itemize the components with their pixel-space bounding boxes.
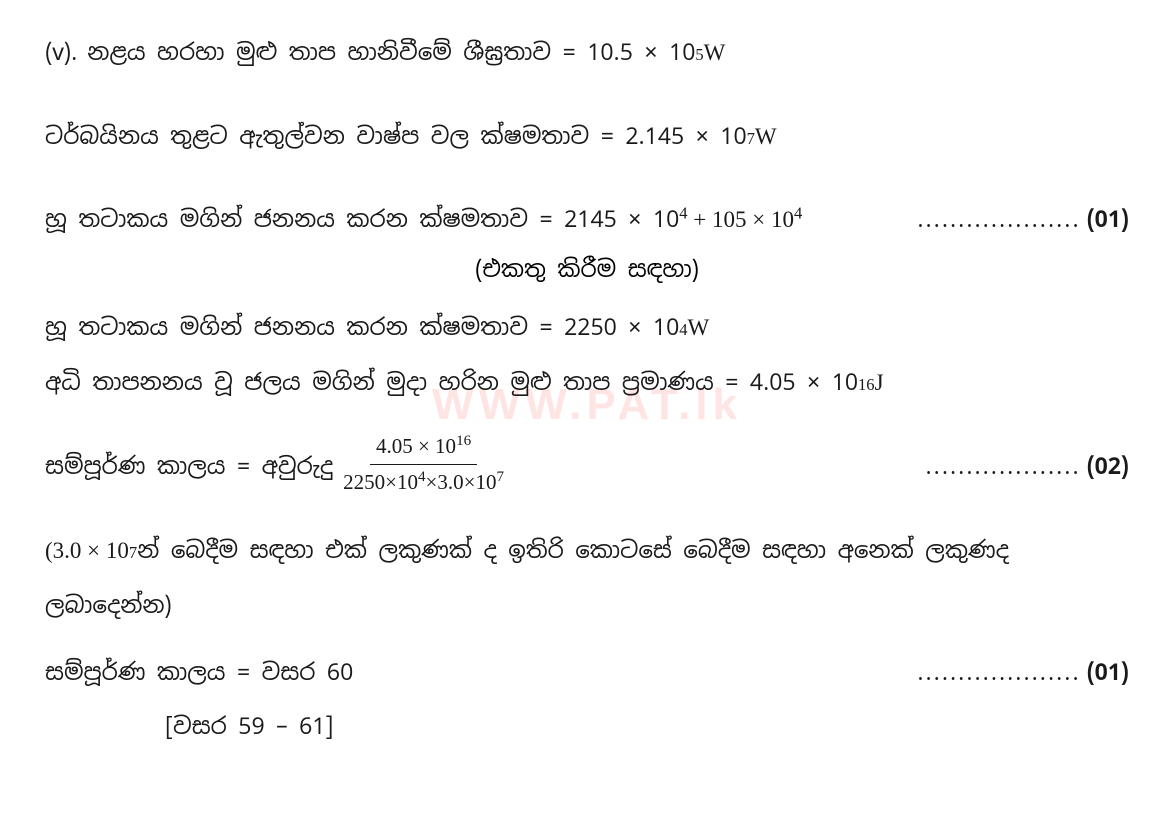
unit: W bbox=[704, 36, 726, 71]
dots-leader: ................... bbox=[514, 449, 1087, 484]
superscript: 4 bbox=[794, 203, 802, 222]
text-segment: න් බෙදීම සඳහා එක් ලකුණක් ද ඉතිරි කොටසේ බ… bbox=[137, 533, 1009, 568]
line-turbine-steam-power: ටර්බයිනය තුළට ඇතුල්වන වාෂ්ප වල ක්ෂමතාව =… bbox=[45, 119, 1129, 155]
superscript: 4 bbox=[679, 203, 687, 222]
line-total-time-result: සම්පූර්ණ කාලය = වසර 60 .................… bbox=[45, 655, 1129, 690]
text-segment: නළය හරහා මුළු තාප හානිවීමේ ශීඝ්‍රතාව = 1… bbox=[87, 35, 695, 70]
mark-value: (01) bbox=[1087, 655, 1129, 690]
dots-leader: .................... bbox=[802, 202, 1086, 237]
text-segment: ටර්බයිනය තුළට ඇතුල්වන වාෂ්ප වල ක්ෂමතාව =… bbox=[45, 119, 747, 154]
line-generated-power-result: හූ තටාකය මගින් ජනනය කරන ක්ෂමතාව = 2250 ×… bbox=[45, 310, 1129, 346]
unit: W bbox=[755, 120, 777, 155]
line-total-time-fraction: සම්පූර්ණ කාලය = අවුරුදු 4.05 × 1016 2250… bbox=[45, 433, 1129, 501]
line-marking-note-2: ලබාදෙන්න) bbox=[45, 588, 1129, 623]
text-segment: හූ තටාකය මගින් ජනනය කරන ක්ෂමතාව = 2145 ×… bbox=[45, 204, 679, 234]
note-addition: (එකතු කිරීම සඳහා) bbox=[45, 254, 1129, 284]
line-range: [වසර 59 – 61] bbox=[165, 709, 1129, 744]
line-marking-note-1: (3.0 × 107 න් බෙදීම සඳහා එක් ලකුණක් ද ඉත… bbox=[45, 533, 1129, 569]
text-segment: හූ තටාකය මගින් ජනනය කරන ක්ෂමතාව = 2250 ×… bbox=[45, 310, 679, 345]
text-segment: [වසර 59 – 61] bbox=[165, 709, 333, 744]
text-segment: සම්පූර්ණ කාලය = වසර 60 bbox=[45, 655, 353, 690]
text-segment: ලබාදෙන්න) bbox=[45, 588, 172, 623]
mark-value: (01) bbox=[1087, 202, 1129, 237]
line-v-heat-loss-rate: (v). නළය හරහා මුළු තාප හානිවීමේ ශීඝ්‍රතා… bbox=[45, 35, 1129, 71]
fraction: 4.05 × 1016 2250×104×3.0×107 bbox=[337, 431, 510, 499]
fraction-denominator: 2250×104×3.0×107 bbox=[337, 465, 510, 499]
fraction-numerator: 4.05 × 1016 bbox=[370, 431, 477, 466]
text-segment: + 105 × 10 bbox=[688, 207, 794, 232]
line-total-heat-released: අධි තාපනනය වූ ජලය මගින් මුදා හරින මුළු ත… bbox=[45, 365, 1129, 401]
unit: J bbox=[875, 366, 884, 401]
line-generated-power-sum: හූ තටාකය මගින් ජනනය කරන ක්ෂමතාව = 2145 ×… bbox=[45, 202, 1129, 238]
text-segment: (3.0 × 10 bbox=[45, 534, 129, 569]
dots-leader: .................... bbox=[353, 655, 1086, 690]
document-content: (v). නළය හරහා මුළු තාප හානිවීමේ ශීඝ්‍රතා… bbox=[45, 35, 1129, 744]
text-segment: සම්පූර්ණ කාලය = අවුරුදු bbox=[45, 449, 333, 484]
text-segment: අධි තාපනනය වූ ජලය මගින් මුදා හරින මුළු ත… bbox=[45, 365, 858, 400]
unit: W bbox=[688, 311, 710, 346]
mark-value: (02) bbox=[1087, 449, 1129, 484]
part-label: (v). bbox=[45, 35, 77, 70]
